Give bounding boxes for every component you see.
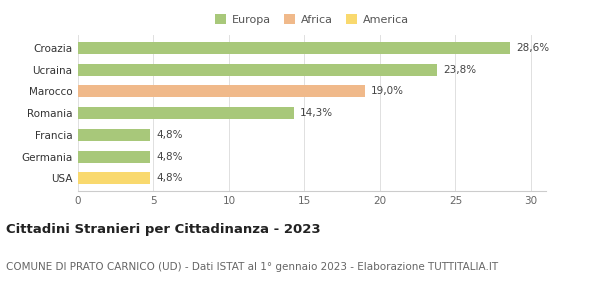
Bar xyxy=(78,64,437,76)
Bar xyxy=(78,172,151,184)
Bar xyxy=(78,151,151,163)
Text: 4,8%: 4,8% xyxy=(157,173,183,183)
Text: 28,6%: 28,6% xyxy=(516,43,549,53)
Text: 19,0%: 19,0% xyxy=(371,86,404,96)
Text: Cittadini Stranieri per Cittadinanza - 2023: Cittadini Stranieri per Cittadinanza - 2… xyxy=(6,224,320,236)
Text: COMUNE DI PRATO CARNICO (UD) - Dati ISTAT al 1° gennaio 2023 - Elaborazione TUTT: COMUNE DI PRATO CARNICO (UD) - Dati ISTA… xyxy=(6,262,498,272)
Text: 4,8%: 4,8% xyxy=(157,152,183,162)
Bar xyxy=(78,107,294,119)
Text: 14,3%: 14,3% xyxy=(300,108,333,118)
Bar xyxy=(78,85,365,97)
Bar xyxy=(78,129,151,141)
Legend: Europa, Africa, America: Europa, Africa, America xyxy=(213,12,411,27)
Bar xyxy=(78,42,510,54)
Text: 23,8%: 23,8% xyxy=(443,65,476,75)
Text: 4,8%: 4,8% xyxy=(157,130,183,140)
